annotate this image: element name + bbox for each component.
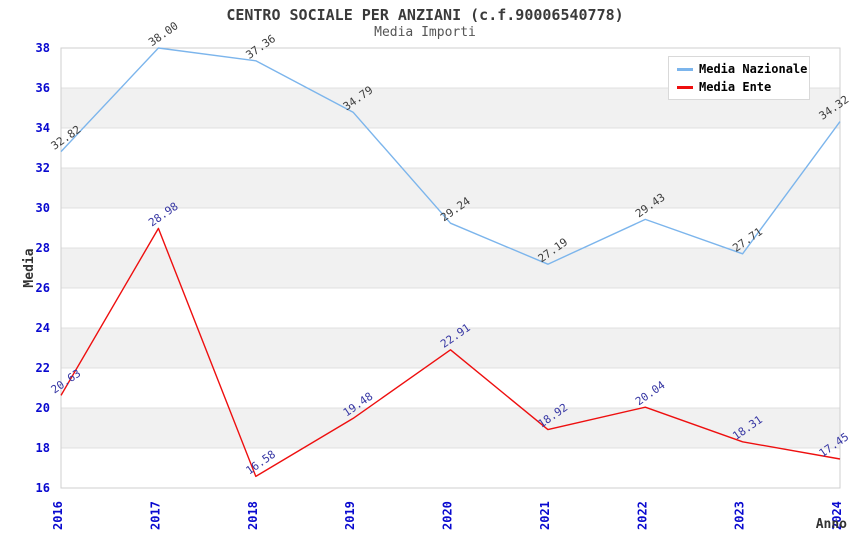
y-tick-label: 32: [36, 161, 50, 175]
chart-title: CENTRO SOCIALE PER ANZIANI (c.f.90006540…: [226, 6, 624, 24]
y-tick-label: 38: [36, 41, 50, 55]
x-tick-label: 2019: [343, 501, 357, 530]
plot-border: [60, 47, 841, 489]
plot-band: [61, 328, 840, 368]
y-tick-label: 16: [36, 481, 50, 495]
y-tick-label: 34: [36, 121, 50, 135]
point-label: 38.00: [146, 19, 181, 49]
y-tick-label: 28: [36, 241, 50, 255]
y-axis-title: Media: [22, 248, 37, 287]
plot-band: [61, 168, 840, 208]
y-tick-label: 24: [36, 321, 50, 335]
point-label: 20.63: [49, 367, 84, 397]
series-line-media-nazionale: [60, 47, 841, 265]
x-tick-label: 2023: [733, 501, 747, 530]
x-tick-label: 2024: [830, 501, 844, 530]
legend-label: Media Ente: [699, 80, 772, 94]
legend-swatch-media-nazionale: [677, 67, 693, 71]
x-tick-label: 2021: [538, 501, 552, 530]
chart-subtitle: Media Importi: [374, 25, 476, 40]
y-tick-label: 26: [36, 281, 50, 295]
legend: Media Nazionale Media Ente: [668, 56, 810, 100]
legend-item-media-ente: Media Ente: [669, 81, 809, 93]
plot-band: [61, 408, 840, 448]
x-tick-label: 2017: [148, 501, 162, 530]
y-tick-label: 36: [36, 81, 50, 95]
point-label: 20.04: [633, 378, 668, 408]
legend-label: Media Nazionale: [699, 62, 808, 76]
y-tick-label: 30: [36, 201, 50, 215]
x-axis-title: Anno: [816, 517, 847, 532]
y-tick-label: 18: [36, 441, 50, 455]
y-tick-label: 20: [36, 401, 50, 415]
y-tick-label: 22: [36, 361, 50, 375]
legend-item-media-nazionale: Media Nazionale: [669, 63, 809, 75]
x-tick-label: 2022: [635, 501, 649, 530]
point-label: 37.36: [243, 32, 278, 62]
x-tick-label: 2016: [51, 501, 65, 530]
plot-band: [61, 248, 840, 288]
x-tick-label: 2020: [441, 501, 455, 530]
series-line-media-ente: [60, 227, 841, 478]
legend-swatch-media-ente: [677, 85, 693, 89]
x-tick-label: 2018: [246, 501, 260, 530]
